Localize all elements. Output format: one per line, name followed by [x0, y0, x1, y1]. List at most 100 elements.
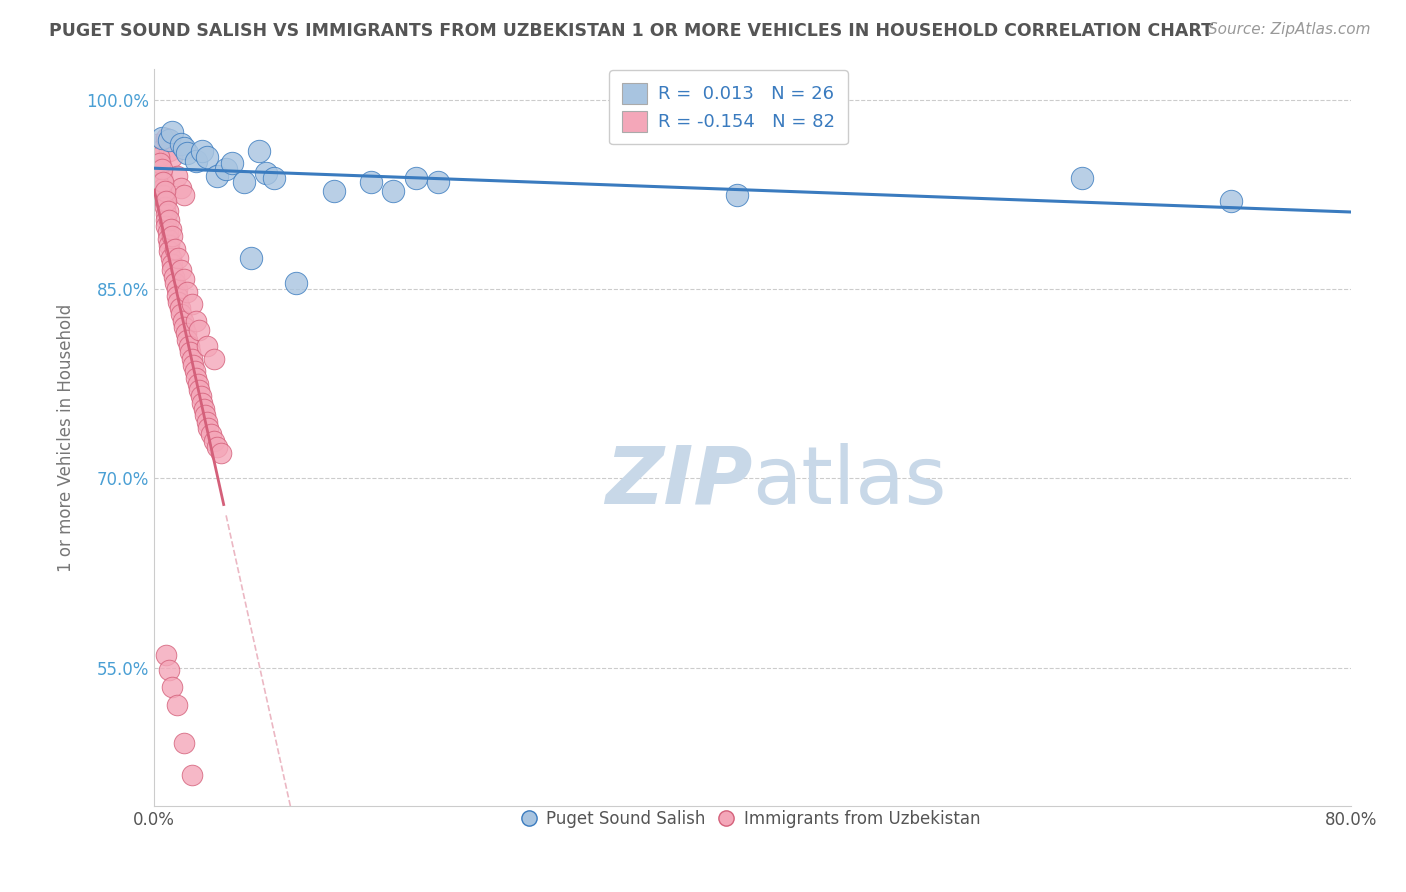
Point	[197, 421, 219, 435]
Point	[146, 137, 169, 152]
Point	[149, 156, 172, 170]
Text: atlas: atlas	[752, 442, 946, 521]
Point	[148, 150, 170, 164]
Point	[149, 156, 172, 170]
Point	[184, 314, 207, 328]
Point	[155, 219, 177, 234]
Point	[155, 206, 177, 220]
Point	[205, 440, 228, 454]
Point	[382, 184, 405, 198]
Point	[155, 648, 177, 662]
Point	[169, 301, 191, 315]
Point	[148, 150, 170, 164]
Point	[184, 153, 207, 168]
Point	[157, 663, 180, 677]
Point	[727, 187, 749, 202]
Point	[180, 351, 202, 366]
Point	[152, 187, 174, 202]
Point	[188, 383, 211, 397]
Legend: Puget Sound Salish, Immigrants from Uzbekistan: Puget Sound Salish, Immigrants from Uzbe…	[517, 804, 987, 835]
Point	[263, 171, 285, 186]
Point	[160, 257, 183, 271]
Point	[405, 171, 427, 186]
Text: ZIP: ZIP	[605, 442, 752, 521]
Point	[167, 251, 190, 265]
Point	[153, 200, 176, 214]
Point	[148, 144, 170, 158]
Point	[180, 768, 202, 782]
Point	[194, 409, 217, 423]
Point	[162, 269, 184, 284]
Point	[152, 175, 174, 189]
Point	[215, 162, 238, 177]
Point	[160, 229, 183, 244]
Point	[160, 150, 183, 164]
Point	[232, 175, 254, 189]
Point	[166, 698, 188, 713]
Point	[173, 141, 195, 155]
Point	[186, 376, 208, 391]
Point	[172, 314, 194, 328]
Point	[157, 244, 180, 259]
Point	[183, 364, 205, 378]
Point	[155, 131, 177, 145]
Point	[166, 169, 188, 183]
Point	[173, 187, 195, 202]
Point	[150, 169, 173, 183]
Point	[157, 238, 180, 252]
Point	[166, 282, 188, 296]
Point	[173, 736, 195, 750]
Point	[254, 166, 277, 180]
Point	[165, 242, 187, 256]
Point	[156, 204, 179, 219]
Point	[157, 213, 180, 227]
Point	[180, 297, 202, 311]
Point	[177, 339, 200, 353]
Point	[170, 308, 193, 322]
Text: Source: ZipAtlas.com: Source: ZipAtlas.com	[1208, 22, 1371, 37]
Point	[159, 251, 181, 265]
Point	[150, 131, 173, 145]
Point	[153, 184, 176, 198]
Point	[427, 175, 450, 189]
Point	[166, 288, 188, 302]
Point	[176, 285, 198, 299]
Point	[247, 144, 270, 158]
Point	[170, 263, 193, 277]
Point	[167, 294, 190, 309]
Point	[165, 276, 187, 290]
Point	[240, 251, 263, 265]
Point	[173, 272, 195, 286]
Point	[285, 276, 308, 290]
Point	[153, 194, 176, 208]
Point	[152, 181, 174, 195]
Point	[184, 370, 207, 384]
Point	[160, 263, 183, 277]
Point	[176, 333, 198, 347]
Point	[157, 144, 180, 158]
Point	[173, 320, 195, 334]
Point	[221, 156, 243, 170]
Point	[179, 345, 201, 359]
Point	[150, 162, 173, 177]
Point	[170, 137, 193, 152]
Point	[322, 184, 344, 198]
Point	[170, 181, 193, 195]
Point	[160, 125, 183, 139]
Point	[200, 427, 222, 442]
Point	[211, 446, 233, 460]
Point	[155, 213, 177, 227]
Text: PUGET SOUND SALISH VS IMMIGRANTS FROM UZBEKISTAN 1 OR MORE VEHICLES IN HOUSEHOLD: PUGET SOUND SALISH VS IMMIGRANTS FROM UZ…	[49, 22, 1213, 40]
Point	[202, 351, 225, 366]
Point	[181, 358, 204, 372]
Y-axis label: 1 or more Vehicles in Household: 1 or more Vehicles in Household	[58, 303, 75, 572]
Point	[188, 323, 211, 337]
Point	[160, 680, 183, 694]
Point	[150, 175, 173, 189]
Point	[176, 146, 198, 161]
Point	[156, 226, 179, 240]
Point	[159, 221, 181, 235]
Point	[195, 415, 218, 429]
Point	[1070, 171, 1092, 186]
Point	[202, 434, 225, 448]
